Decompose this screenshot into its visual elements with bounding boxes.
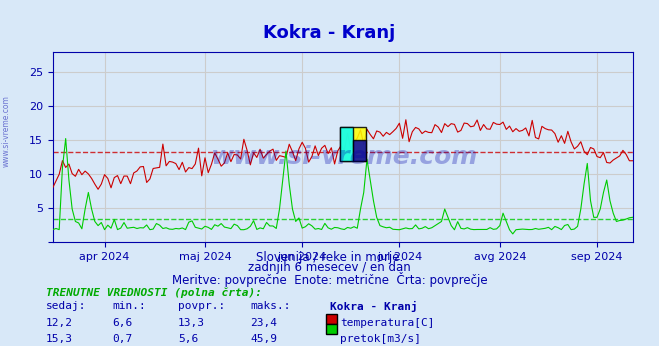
FancyBboxPatch shape: [340, 127, 353, 161]
Text: TRENUTNE VREDNOSTI (polna črta):: TRENUTNE VREDNOSTI (polna črta):: [46, 287, 262, 298]
Text: Kokra - Kranj: Kokra - Kranj: [330, 301, 417, 312]
Text: min.:: min.:: [112, 301, 146, 311]
Text: 45,9: 45,9: [250, 334, 277, 344]
Text: 5,6: 5,6: [178, 334, 198, 344]
Text: pretok[m3/s]: pretok[m3/s]: [340, 334, 421, 344]
Text: temperatura[C]: temperatura[C]: [340, 318, 434, 328]
Text: 0,7: 0,7: [112, 334, 132, 344]
FancyBboxPatch shape: [340, 127, 366, 161]
Text: 12,2: 12,2: [46, 318, 73, 328]
Text: Kokra - Kranj: Kokra - Kranj: [264, 24, 395, 42]
Text: povpr.:: povpr.:: [178, 301, 225, 311]
Text: 6,6: 6,6: [112, 318, 132, 328]
Text: zadnjih 6 mesecev / en dan: zadnjih 6 mesecev / en dan: [248, 261, 411, 274]
Text: 23,4: 23,4: [250, 318, 277, 328]
Text: 13,3: 13,3: [178, 318, 205, 328]
FancyBboxPatch shape: [353, 140, 366, 161]
Text: Slovenija / reke in morje.: Slovenija / reke in morje.: [256, 251, 403, 264]
Text: www.si-vreme.com: www.si-vreme.com: [211, 145, 478, 169]
Text: maks.:: maks.:: [250, 301, 291, 311]
Text: 15,3: 15,3: [46, 334, 73, 344]
Text: www.si-vreme.com: www.si-vreme.com: [2, 95, 11, 167]
Text: Meritve: povprečne  Enote: metrične  Črta: povprečje: Meritve: povprečne Enote: metrične Črta:…: [172, 272, 487, 286]
Text: sedaj:: sedaj:: [46, 301, 86, 311]
